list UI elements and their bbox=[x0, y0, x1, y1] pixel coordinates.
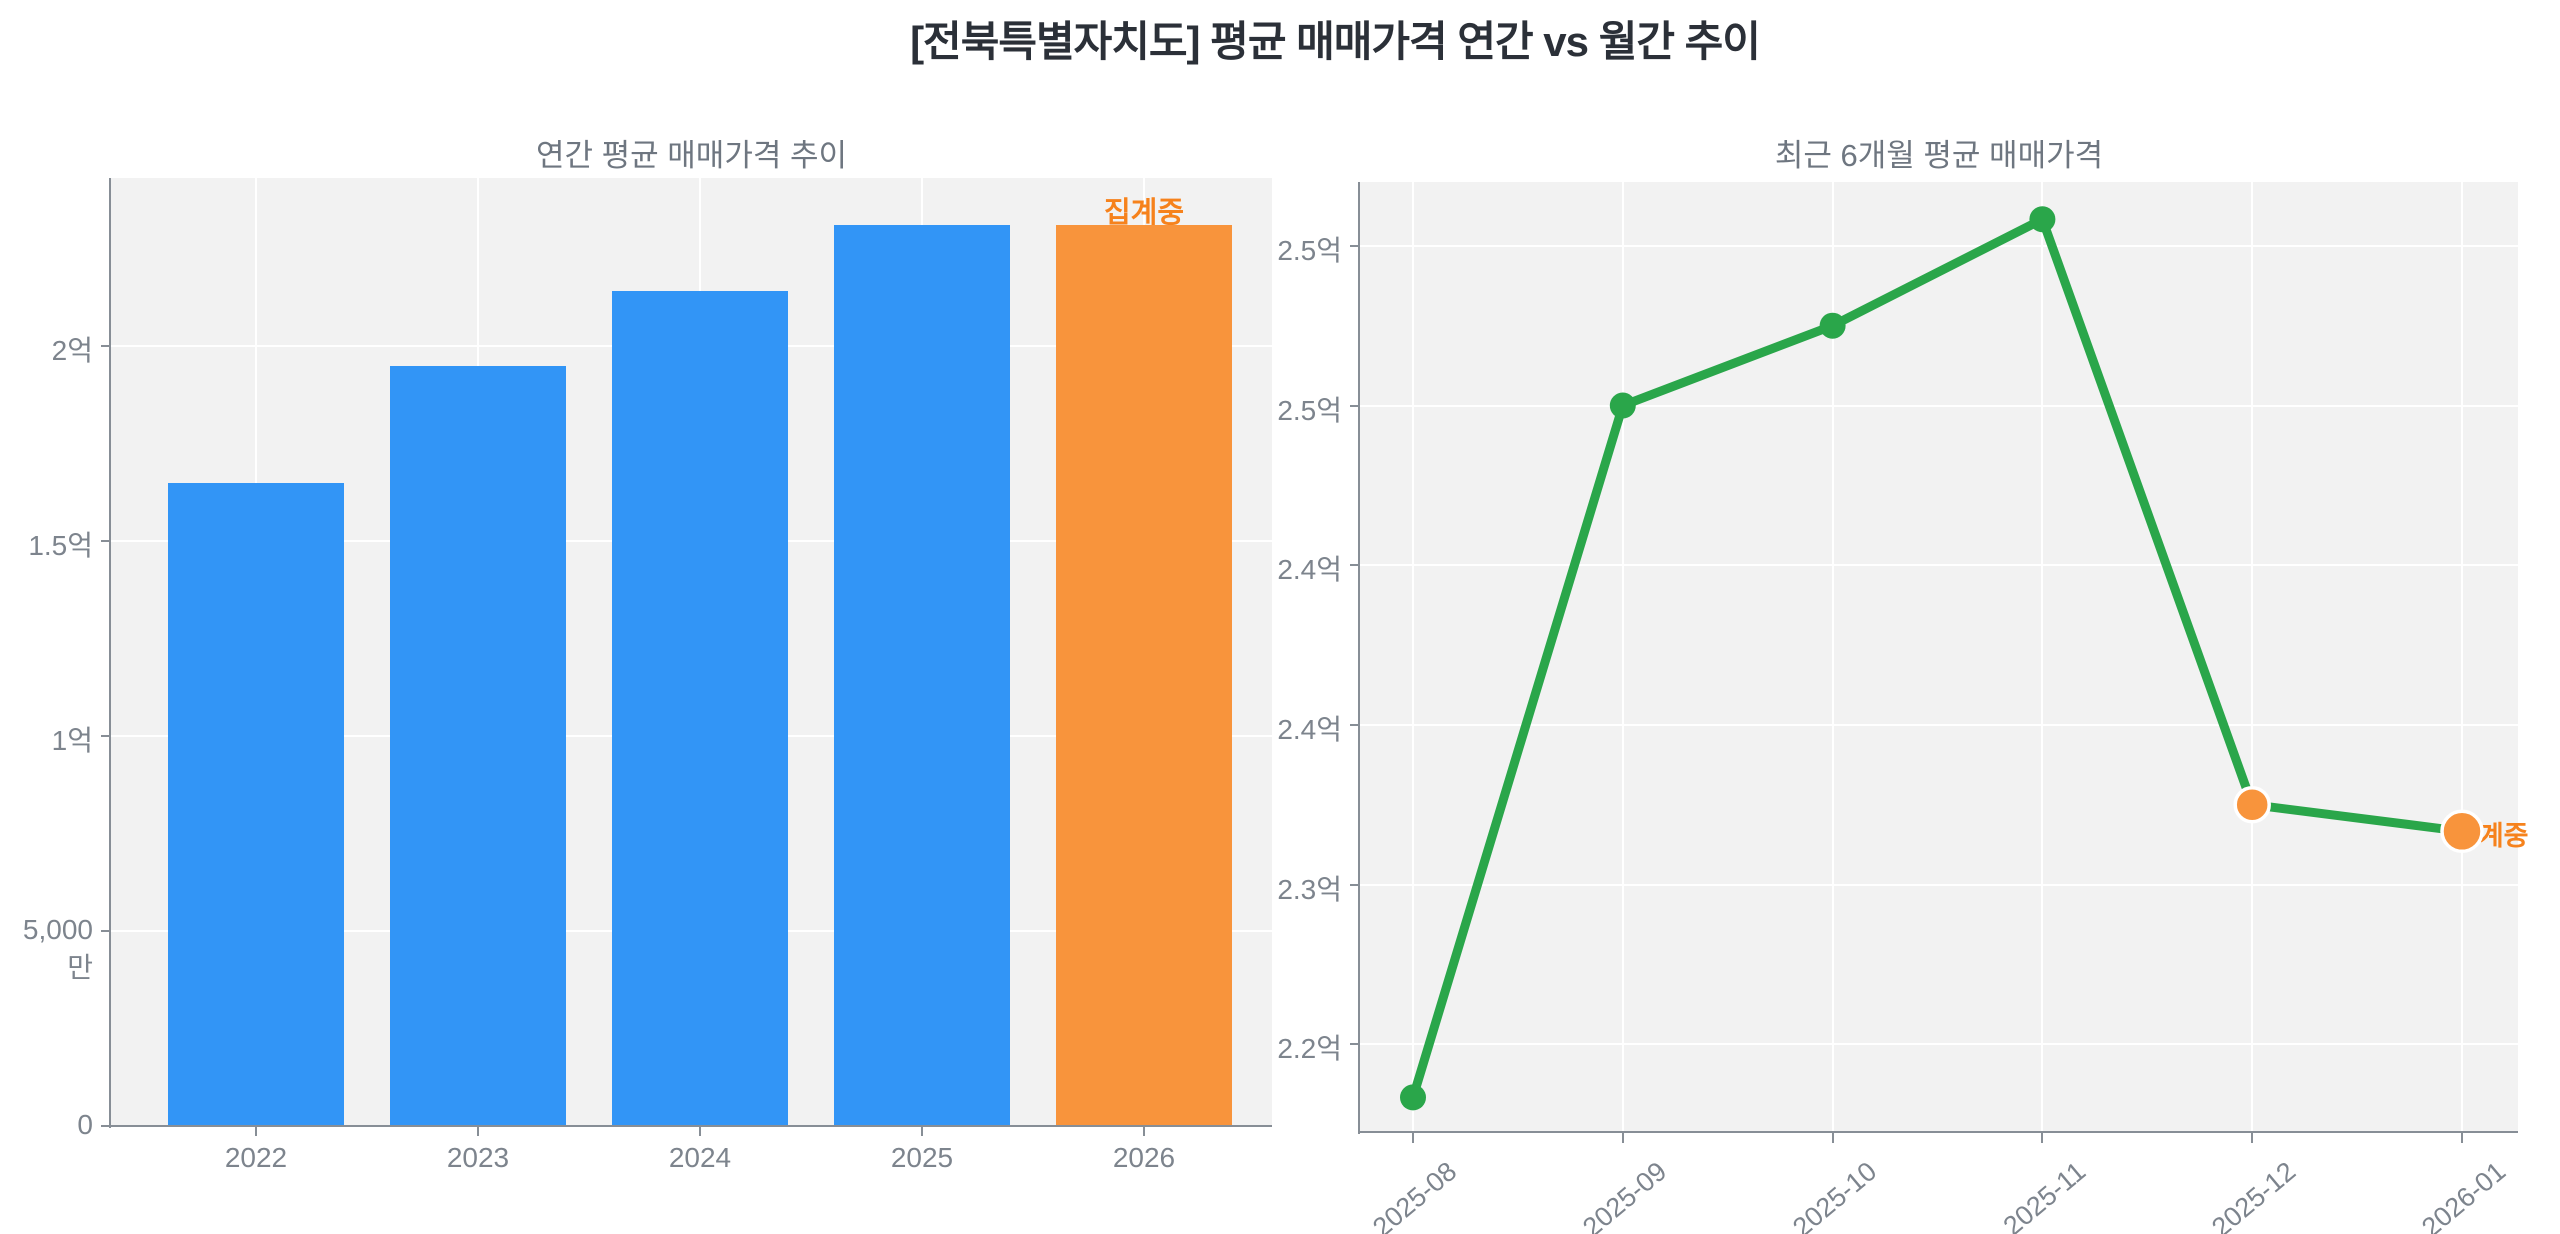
gridline bbox=[1360, 564, 2518, 567]
x-tick-label-text: 2025-08 bbox=[1367, 1156, 1463, 1234]
x-tickmark bbox=[477, 1126, 479, 1136]
x-tickmark bbox=[1831, 1133, 1834, 1143]
x-axis-line bbox=[109, 1125, 1272, 1127]
figure-title: [전북특별자치도] 평균 매매가격 연간 vs 월간 추이 bbox=[910, 18, 1761, 65]
x-tick-label-text: 2025-10 bbox=[1786, 1156, 1882, 1234]
line-plot-area bbox=[1360, 182, 2518, 1132]
annual-bar-chart: 0 5,000만 1억 1.5억 2억 2022 2023 2024 2025 2026 집계중 bbox=[22, 178, 1272, 1173]
point-2026-01 bbox=[2440, 809, 2484, 854]
gridline bbox=[2041, 182, 2044, 1132]
x-tickmark bbox=[2461, 1133, 2463, 1143]
x-tickmark bbox=[699, 1126, 701, 1136]
y-tick-label: 2.4억 bbox=[1277, 554, 1342, 586]
gridline bbox=[1831, 182, 1834, 1132]
gridline bbox=[1360, 244, 2518, 247]
y-tickmark bbox=[101, 735, 111, 738]
x-tick-label-text: 2025-12 bbox=[2206, 1156, 2302, 1234]
point-2025-08 bbox=[1400, 1084, 1426, 1111]
bar-2022 bbox=[168, 482, 344, 1126]
x-tick-label-text: 2025-11 bbox=[1998, 1156, 2092, 1234]
gridline bbox=[2251, 182, 2254, 1132]
y-tickmark bbox=[1350, 883, 1360, 886]
x-tick-label-2025: 2025 bbox=[890, 1142, 954, 1173]
y-tickmark bbox=[101, 345, 111, 348]
x-tickmark bbox=[1621, 1133, 1624, 1143]
y-tickmark bbox=[1350, 404, 1360, 407]
x-tickmark bbox=[1143, 1126, 1145, 1136]
y-tick-label: 2.5억 bbox=[1277, 234, 1342, 266]
gridline bbox=[2461, 182, 2463, 1132]
x-tick-label-2024: 2024 bbox=[668, 1142, 732, 1173]
line-path bbox=[1408, 214, 2467, 1102]
x-tickmark bbox=[921, 1126, 923, 1136]
x-tick-label-text: 2026-01 bbox=[2416, 1156, 2512, 1234]
point-2025-10 bbox=[1819, 312, 1846, 339]
bar-2024 bbox=[612, 291, 788, 1126]
x-tickmark bbox=[255, 1126, 257, 1136]
line-chart-title: 최근 6개월 평균 매매가격 bbox=[1774, 138, 2104, 173]
y-tick-label: 2억 bbox=[51, 335, 93, 367]
y-tickmark bbox=[101, 540, 111, 543]
y-tickmark bbox=[1350, 564, 1360, 567]
x-tickmark bbox=[2251, 1133, 2254, 1143]
aggregating-label: 집계중 bbox=[1103, 197, 1185, 230]
y-tickmark bbox=[101, 1125, 111, 1127]
x-tick-label-2022: 2022 bbox=[224, 1142, 288, 1173]
y-tick-label: 5,000만 bbox=[22, 914, 93, 984]
y-tick-label: 2.3억 bbox=[1277, 873, 1342, 905]
y-axis-line bbox=[109, 178, 111, 1128]
point-2025-11 bbox=[2029, 206, 2056, 233]
bar-chart-title: 연간 평균 매매가격 추이 bbox=[535, 138, 848, 173]
y-tick-label: 2.2억 bbox=[1277, 1033, 1342, 1065]
y-tickmark bbox=[101, 930, 111, 933]
y-tickmark bbox=[1350, 723, 1360, 726]
gridline bbox=[1360, 723, 2518, 726]
x-tick-label-2026: 2026 bbox=[1112, 1142, 1176, 1173]
y-tick-label: 2.5억 bbox=[1277, 394, 1342, 426]
y-tickmark bbox=[1350, 244, 1360, 247]
bar-2025 bbox=[834, 225, 1010, 1126]
gridline bbox=[1621, 182, 1624, 1132]
bar-2026 bbox=[1056, 225, 1232, 1126]
gridline bbox=[1412, 182, 1414, 1132]
bar-2023 bbox=[390, 365, 566, 1126]
gridline bbox=[1360, 1043, 2518, 1046]
x-tick-label-2023: 2023 bbox=[446, 1142, 510, 1173]
x-tick-label-text: 2025-09 bbox=[1576, 1156, 1673, 1234]
x-tickmark bbox=[1412, 1133, 1414, 1143]
y-tick-label: 1억 bbox=[51, 725, 93, 757]
point-2025-09 bbox=[1609, 392, 1636, 419]
y-tick-label: 1.5억 bbox=[28, 530, 93, 562]
gridline bbox=[1360, 404, 2518, 407]
gridline bbox=[1360, 883, 2518, 886]
x-tickmark bbox=[2041, 1133, 2044, 1143]
point-2025-12 bbox=[2233, 785, 2271, 824]
y-axis-line bbox=[1358, 182, 1360, 1134]
y-tick-label: 0 bbox=[77, 1109, 93, 1140]
price-line-series bbox=[1400, 206, 2484, 1111]
y-tick-label: 2.4억 bbox=[1277, 713, 1342, 745]
x-axis-line bbox=[1358, 1131, 2518, 1133]
y-tickmark bbox=[1350, 1043, 1360, 1046]
